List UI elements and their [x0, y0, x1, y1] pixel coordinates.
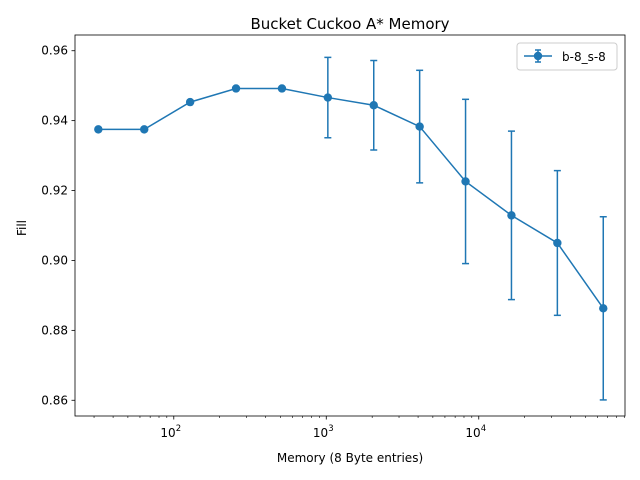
chart-title: Bucket Cuckoo A* Memory: [250, 15, 449, 33]
data-point: [323, 93, 333, 102]
series-line: [98, 87, 604, 309]
data-point: [277, 84, 287, 93]
data-point: [599, 304, 608, 313]
legend-box: [516, 42, 618, 71]
legend: b-8_s-8: [516, 42, 618, 71]
y-tick-label: 0.86: [41, 393, 68, 407]
y-tick-label: 0.92: [41, 184, 68, 198]
x-axis-label: Memory (8 Byte entries): [277, 451, 423, 465]
legend-marker: [524, 49, 552, 63]
data-point: [369, 101, 378, 110]
x-tick-label: 102: [160, 424, 181, 440]
y-tick-label: 0.88: [41, 323, 68, 337]
x-tick-label: 104: [465, 424, 486, 440]
axis-ticks: 0.86 0.88 0.90 0.92 0.94 0.96 102 103 104: [41, 44, 625, 440]
plot-area: [94, 56, 608, 401]
data-point: [185, 97, 195, 107]
data-point: [231, 84, 241, 93]
y-axis-label: Fill: [15, 220, 29, 236]
data-point: [415, 122, 424, 131]
plot-frame: [74, 34, 626, 417]
y-tick-label: 0.94: [41, 114, 68, 128]
legend-label: b-8_s-8: [562, 50, 606, 64]
data-point: [461, 177, 470, 186]
y-tick-label: 0.90: [41, 253, 68, 267]
data-point: [94, 125, 103, 134]
data-point: [140, 125, 149, 134]
data-point: [507, 211, 516, 220]
x-tick-label: 103: [313, 424, 334, 440]
legend-point: [533, 51, 543, 61]
data-point: [553, 238, 562, 248]
y-tick-label: 0.96: [41, 44, 68, 58]
